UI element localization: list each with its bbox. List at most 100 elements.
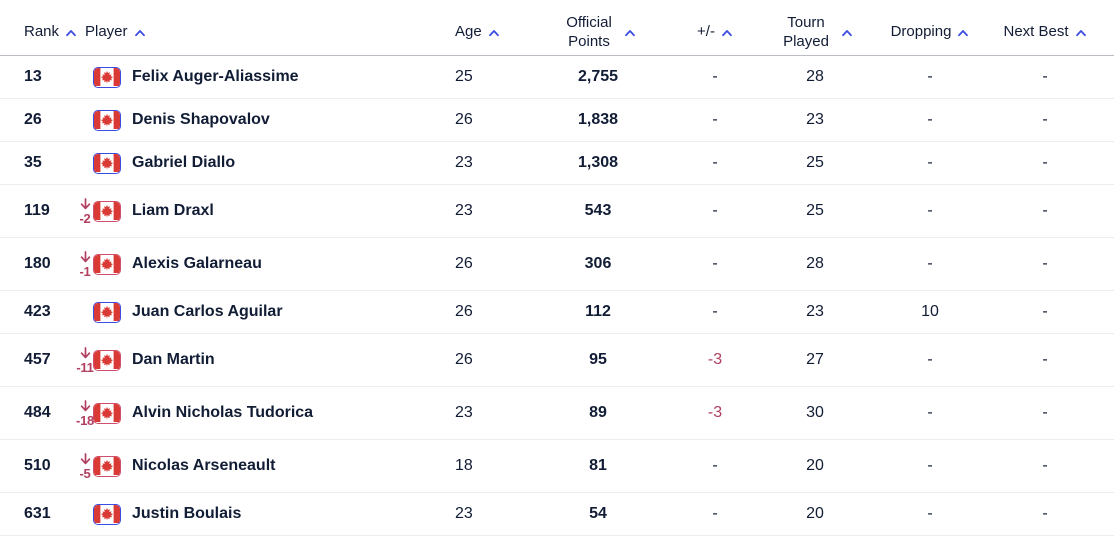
- player-name[interactable]: Alvin Nicholas Tudorica: [132, 404, 314, 421]
- chevron-up-icon: [66, 29, 76, 36]
- age-value: 23: [455, 154, 473, 171]
- rank-drop-indicator: -11: [74, 346, 96, 375]
- chevron-up-icon: [842, 29, 852, 36]
- rank-drop-indicator: -5: [74, 452, 96, 480]
- column-label-tourn-played: Tourn Played: [783, 13, 829, 50]
- official-points-value: 54: [589, 505, 607, 522]
- next-best-value: -: [1042, 351, 1048, 368]
- table-row: 457 -11 Dan Martin 26 95 -3 27 - -: [0, 334, 1114, 387]
- sort-header-official-points[interactable]: Official Points: [527, 14, 669, 52]
- player-name[interactable]: Felix Auger-Aliassime: [132, 68, 299, 85]
- table-body: 13 Felix Auger-Aliassime 25 2,755 - 28 -…: [0, 56, 1114, 536]
- player-name[interactable]: Nicolas Arseneault: [132, 457, 276, 474]
- age-value: 26: [455, 255, 473, 272]
- sort-header-age[interactable]: Age: [439, 23, 527, 42]
- column-label-plus-minus: +/-: [697, 23, 715, 41]
- dropping-value: -: [927, 505, 933, 522]
- tourn-played-value: 27: [806, 351, 824, 368]
- plus-minus-value: -: [712, 255, 718, 272]
- table-row: 35 Gabriel Diallo 23 1,308 - 25 - -: [0, 142, 1114, 185]
- canada-flag-icon: [93, 66, 121, 88]
- official-points-value: 2,755: [577, 68, 619, 85]
- official-points-value: 81: [589, 457, 607, 474]
- rank-drop-value: -2: [79, 210, 91, 226]
- plus-minus-value: -: [712, 154, 718, 171]
- canada-flag-icon: [93, 152, 121, 174]
- plus-minus-value: -3: [707, 404, 723, 421]
- arrow-down-icon: [80, 452, 90, 464]
- canada-flag-icon: [93, 455, 121, 477]
- player-name[interactable]: Dan Martin: [132, 351, 215, 368]
- plus-minus-value: -: [712, 68, 718, 85]
- rank-value: 631: [24, 505, 51, 522]
- player-name[interactable]: Alexis Galarneau: [132, 255, 262, 272]
- age-value: 26: [455, 111, 473, 128]
- tourn-played-value: 23: [806, 111, 824, 128]
- rank-value: 13: [24, 68, 42, 85]
- next-best-value: -: [1042, 505, 1048, 522]
- sort-header-next-best[interactable]: Next Best: [991, 23, 1099, 42]
- rank-drop-indicator: -18: [74, 399, 96, 428]
- next-best-value: -: [1042, 154, 1048, 171]
- sort-header-rank[interactable]: Rank: [24, 23, 76, 42]
- sort-header-tourn-played[interactable]: Tourn Played: [761, 14, 869, 52]
- plus-minus-value: -: [712, 303, 718, 320]
- rank-value: 423: [24, 303, 51, 320]
- column-label-age: Age: [455, 23, 482, 41]
- column-label-next-best: Next Best: [1003, 23, 1069, 41]
- sort-header-dropping[interactable]: Dropping: [869, 23, 991, 42]
- dropping-value: -: [927, 351, 933, 368]
- age-value: 26: [455, 303, 473, 320]
- dropping-value: -: [927, 404, 933, 421]
- next-best-value: -: [1042, 255, 1048, 272]
- rank-drop-value: -18: [76, 412, 94, 428]
- tourn-played-value: 30: [806, 404, 824, 421]
- official-points-value: 89: [589, 404, 607, 421]
- tourn-played-value: 23: [806, 303, 824, 320]
- sort-header-plus-minus[interactable]: +/-: [669, 23, 761, 42]
- plus-minus-value: -: [712, 457, 718, 474]
- chevron-up-icon: [1075, 29, 1086, 36]
- dropping-value: -: [927, 457, 933, 474]
- chevron-up-icon: [134, 29, 145, 36]
- column-label-rank: Rank: [24, 23, 60, 41]
- next-best-value: -: [1042, 68, 1048, 85]
- plus-minus-value: -3: [707, 351, 723, 368]
- age-value: 25: [455, 68, 473, 85]
- next-best-value: -: [1042, 202, 1048, 219]
- sort-header-player[interactable]: Player: [74, 23, 439, 42]
- player-name[interactable]: Liam Draxl: [132, 202, 214, 219]
- chevron-up-icon: [625, 29, 635, 36]
- rank-value: 35: [24, 154, 42, 171]
- player-cell: -5 Nicolas Arseneault: [74, 452, 439, 480]
- rankings-table: Rank Player Age Official Points +/- Tour…: [0, 14, 1114, 536]
- rank-value: 484: [24, 404, 51, 421]
- rank-drop-value: -11: [76, 359, 94, 375]
- table-row: 13 Felix Auger-Aliassime 25 2,755 - 28 -…: [0, 56, 1114, 99]
- player-cell: Juan Carlos Aguilar: [74, 301, 439, 323]
- canada-flag-icon: [93, 301, 121, 323]
- plus-minus-value: -: [712, 111, 718, 128]
- arrow-down-icon: [80, 250, 90, 262]
- next-best-value: -: [1042, 457, 1048, 474]
- rank-value: 26: [24, 111, 42, 128]
- table-row: 26 Denis Shapovalov 26 1,838 - 23 - -: [0, 99, 1114, 142]
- player-name[interactable]: Denis Shapovalov: [132, 111, 270, 128]
- rank-drop-indicator: -2: [74, 197, 96, 226]
- age-value: 18: [455, 457, 473, 474]
- player-name[interactable]: Juan Carlos Aguilar: [132, 303, 283, 320]
- player-cell: Gabriel Diallo: [74, 152, 439, 174]
- dropping-value: -: [927, 111, 933, 128]
- dropping-value: -: [927, 68, 933, 85]
- player-cell: Felix Auger-Aliassime: [74, 66, 439, 88]
- tourn-played-value: 20: [806, 505, 824, 522]
- table-row: 423 Juan Carlos Aguilar 26 112 - 23 10 -: [0, 291, 1114, 334]
- player-name[interactable]: Justin Boulais: [132, 505, 242, 522]
- canada-flag-icon: [93, 253, 121, 275]
- plus-minus-value: -: [712, 505, 718, 522]
- tourn-played-value: 28: [806, 255, 824, 272]
- player-name[interactable]: Gabriel Diallo: [132, 154, 236, 171]
- official-points-value: 1,308: [577, 154, 619, 171]
- rank-value: 510: [24, 457, 51, 474]
- age-value: 26: [455, 351, 473, 368]
